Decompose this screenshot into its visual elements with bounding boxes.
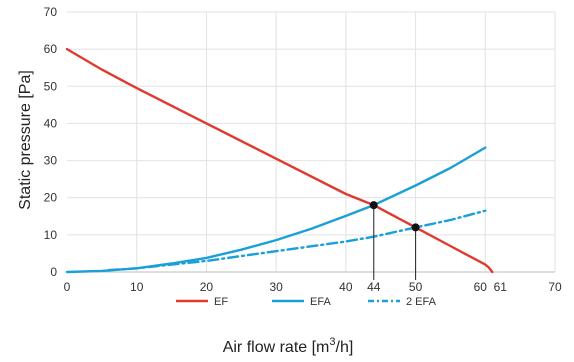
y-tick-label: 10 <box>44 228 58 242</box>
y-tick-label: 30 <box>44 154 58 168</box>
x-tick-label: 40 <box>339 280 353 294</box>
operating-point-marker <box>369 201 378 210</box>
series-line-2 <box>107 209 487 272</box>
series-group <box>65 47 494 274</box>
y-tick-label: 0 <box>50 265 57 279</box>
x-tick-label: 10 <box>130 280 144 294</box>
x-tick-label: 61 <box>494 280 508 294</box>
x-axis-title-tail: /h] <box>336 339 354 356</box>
x-tick-label: 44 <box>367 280 381 294</box>
legend-label-2: 2 EFA <box>406 296 437 308</box>
series-line-0 <box>65 47 494 274</box>
y-tick-label: 60 <box>44 42 58 56</box>
marker-group <box>369 201 420 280</box>
x-tick-label: 50 <box>409 280 423 294</box>
operating-point-marker <box>411 223 420 232</box>
y-tick-label: 70 <box>44 5 58 19</box>
y-tick-label: 20 <box>44 191 58 205</box>
legend: EF EFA 2 EFA <box>176 296 437 308</box>
y-axis-title: Static pressure [Pa] <box>17 70 34 210</box>
grid <box>67 11 556 272</box>
x-axis-title: Air flow rate [m3/h] <box>223 336 354 356</box>
x-tick-label: 30 <box>269 280 283 294</box>
tick-labels: 0 10 20 30 40 50 60 70 0 10 20 30 40 44 50 60 61 70 <box>44 5 562 294</box>
legend-label-1: EFA <box>310 296 331 308</box>
legend-label-0: EF <box>214 296 228 308</box>
y-tick-label: 50 <box>44 79 58 93</box>
x-axis-title-main: Air flow rate [m <box>223 339 330 356</box>
x-tick-label: 70 <box>548 280 562 294</box>
x-tick-label: 0 <box>64 280 71 294</box>
x-tick-label: 20 <box>200 280 214 294</box>
x-tick-label: 60 <box>474 280 488 294</box>
x-axis-title-sup: 3 <box>329 336 335 348</box>
y-tick-label: 40 <box>44 116 58 130</box>
